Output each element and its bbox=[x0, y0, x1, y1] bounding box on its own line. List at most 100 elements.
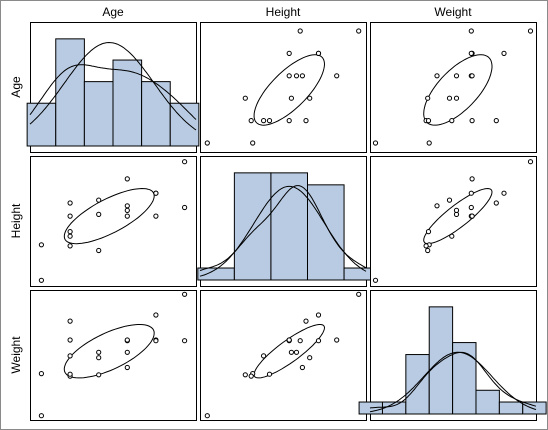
scatter-point-height-age-18 bbox=[182, 159, 188, 165]
scatter-point-age-weight-18 bbox=[527, 28, 534, 34]
cell-weight-by-weight bbox=[358, 290, 547, 421]
scatter-point-weight-height-18 bbox=[356, 291, 362, 297]
cell-height-by-height bbox=[197, 156, 382, 287]
scatter-point-height-weight-7 bbox=[425, 247, 431, 254]
scatter-point-age-height-18 bbox=[356, 28, 362, 34]
scatter-point-height-weight-6 bbox=[493, 200, 499, 206]
scatter-point-height-age-11 bbox=[124, 203, 130, 209]
scatter-point-height-weight-11 bbox=[434, 203, 440, 209]
scatter-point-weight-height-9 bbox=[307, 355, 313, 361]
scatter-point-height-age-10 bbox=[124, 207, 130, 213]
scatter-point-age-weight-5 bbox=[469, 118, 475, 124]
scatter-point-age-height-2 bbox=[248, 118, 254, 124]
histogram-bar-weight bbox=[498, 401, 524, 415]
scatter-point-height-age-12 bbox=[124, 213, 130, 219]
histogram-bar-weight bbox=[475, 389, 500, 415]
histogram-bar-age bbox=[26, 102, 57, 147]
scatter-point-weight-height-14 bbox=[286, 337, 292, 343]
confidence-ellipse bbox=[423, 187, 493, 245]
scatter-point-age-weight-10 bbox=[453, 73, 460, 79]
scatter-point-age-weight-4 bbox=[425, 118, 432, 124]
scatter-point-height-weight-4 bbox=[425, 229, 432, 235]
scatter-point-age-height-8 bbox=[288, 95, 294, 101]
kernel-density-curve-weight bbox=[369, 351, 537, 409]
confidence-ellipse bbox=[63, 187, 155, 245]
histogram-bar-weight bbox=[452, 342, 477, 415]
scatter-point-weight-age-17 bbox=[182, 338, 188, 344]
scatter-point-weight-age-15 bbox=[153, 338, 159, 344]
scatter-point-age-weight-8 bbox=[453, 95, 460, 101]
cell-frame bbox=[370, 22, 537, 153]
scatter-point-age-weight-15 bbox=[468, 50, 474, 57]
scatter-point-age-height-5 bbox=[286, 118, 292, 124]
scatter-point-weight-height-10 bbox=[293, 349, 300, 355]
scatter-point-age-height-11 bbox=[299, 73, 305, 79]
scatter-point-weight-age-8 bbox=[96, 349, 102, 355]
scatter-point-height-age-1 bbox=[38, 242, 45, 248]
cell-frame bbox=[200, 22, 367, 153]
scatter-point-height-age-5 bbox=[67, 213, 73, 219]
scatter-point-weight-age-9 bbox=[96, 355, 102, 361]
scatter-point-height-weight-3 bbox=[449, 233, 455, 239]
scatter-point-height-age-2 bbox=[67, 243, 73, 249]
histogram-bar-weight bbox=[405, 354, 430, 415]
scatter-point-height-age-17 bbox=[182, 204, 188, 211]
scatter-point-age-weight-17 bbox=[468, 28, 474, 34]
scatter-point-weight-age-18 bbox=[182, 291, 188, 297]
scatter-point-weight-height-11 bbox=[299, 364, 305, 371]
histogram-bar-age bbox=[55, 38, 85, 147]
scatter-point-height-age-4 bbox=[67, 229, 73, 235]
scatter-point-height-age-6 bbox=[67, 200, 73, 206]
cell-height-by-weight bbox=[370, 156, 537, 287]
confidence-ellipse bbox=[253, 324, 326, 379]
histogram-bar-weight bbox=[381, 401, 407, 415]
column-label-age: Age bbox=[102, 5, 124, 19]
scatter-point-height-weight-15 bbox=[468, 190, 474, 196]
scatter-point-weight-age-6 bbox=[67, 318, 73, 324]
scatter-point-height-age-8 bbox=[96, 211, 102, 217]
scatter-point-weight-height-3 bbox=[261, 353, 267, 359]
scatter-point-age-weight-1 bbox=[426, 140, 432, 146]
scatter-point-weight-age-4 bbox=[67, 371, 73, 377]
cell-age-by-age bbox=[26, 22, 200, 153]
scatter-point-age-height-7 bbox=[242, 95, 248, 101]
scatter-point-age-height-9 bbox=[307, 95, 313, 101]
scatter-point-age-weight-6 bbox=[493, 118, 499, 124]
scatter-point-height-age-16 bbox=[153, 190, 159, 196]
histogram-bar-age bbox=[83, 81, 114, 147]
scatter-point-age-weight-0 bbox=[372, 140, 379, 146]
scatter-point-weight-height-6 bbox=[303, 318, 309, 324]
scatter-point-weight-height-8 bbox=[288, 349, 294, 355]
scatter-point-weight-age-10 bbox=[124, 349, 130, 355]
scatter-point-weight-age-11 bbox=[124, 364, 130, 371]
scatter-point-weight-age-1 bbox=[38, 371, 45, 377]
scatter-point-age-height-10 bbox=[293, 73, 300, 79]
scatter-point-age-height-4 bbox=[266, 118, 273, 124]
scatter-point-age-weight-11 bbox=[434, 73, 440, 79]
histogram-bar-age bbox=[141, 81, 171, 147]
kernel-density-curve-height bbox=[199, 185, 367, 271]
normal-density-curve-weight bbox=[369, 351, 537, 413]
scatter-point-age-height-14 bbox=[286, 50, 292, 57]
scatter-point-height-age-3 bbox=[67, 233, 73, 239]
scatter-point-weight-height-13 bbox=[334, 337, 340, 343]
row-label-weight: Weight bbox=[9, 336, 23, 374]
scatter-point-weight-age-7 bbox=[96, 372, 102, 378]
scatter-point-weight-height-16 bbox=[315, 312, 322, 318]
scatter-point-weight-age-3 bbox=[67, 353, 73, 359]
scatter-point-height-age-14 bbox=[153, 213, 159, 219]
scatter-point-weight-height-17 bbox=[297, 338, 303, 344]
scatter-point-age-weight-16 bbox=[501, 50, 507, 57]
histogram-bar-weight bbox=[522, 401, 547, 415]
scatter-point-weight-age-16 bbox=[153, 312, 159, 318]
scatter-point-height-weight-18 bbox=[527, 159, 534, 165]
histogram-bar-weight bbox=[428, 306, 454, 415]
cell-frame bbox=[30, 156, 197, 287]
cell-weight-by-height bbox=[200, 290, 367, 421]
column-label-height: Height bbox=[266, 5, 301, 19]
scatter-point-height-age-0 bbox=[38, 277, 45, 283]
scatter-point-height-weight-2 bbox=[423, 243, 429, 249]
scatter-point-height-age-9 bbox=[96, 197, 102, 203]
cell-frame bbox=[370, 156, 537, 287]
